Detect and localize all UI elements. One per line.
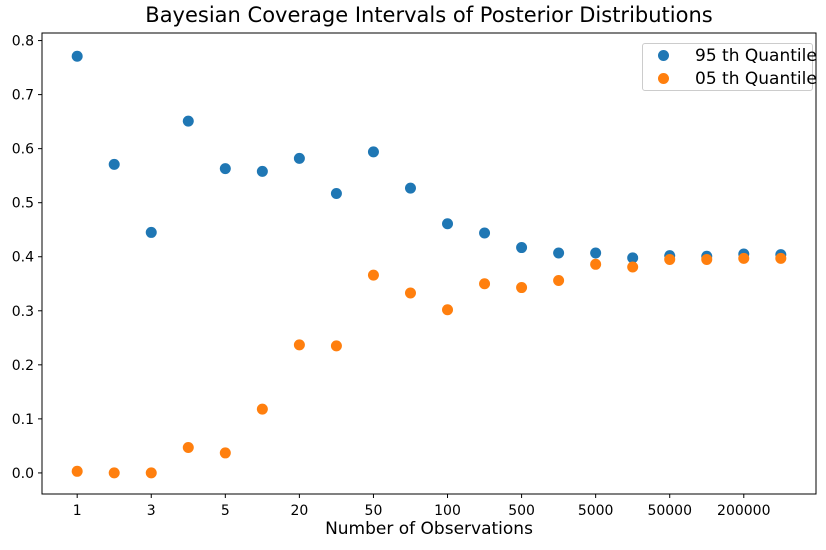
data-point-05th bbox=[516, 282, 528, 294]
y-tick-label: 0.3 bbox=[12, 304, 34, 320]
y-tick-label: 0.1 bbox=[12, 412, 34, 428]
legend-label-95th: 95 th Quantile bbox=[695, 45, 817, 66]
x-tick-label: 5 bbox=[221, 503, 230, 519]
data-point-05th bbox=[367, 269, 379, 281]
data-point-05th bbox=[71, 465, 83, 477]
y-tick-label: 0.6 bbox=[12, 142, 34, 158]
chart-title: Bayesian Coverage Intervals of Posterior… bbox=[145, 3, 713, 27]
x-tick-label: 3 bbox=[147, 503, 156, 519]
data-point-95th bbox=[404, 182, 416, 194]
data-point-95th bbox=[479, 227, 491, 239]
y-tick-label: 0.7 bbox=[12, 88, 34, 104]
data-point-05th bbox=[627, 261, 639, 273]
data-point-05th bbox=[256, 403, 268, 415]
x-tick-label: 500 bbox=[508, 503, 535, 519]
data-point-05th bbox=[293, 339, 305, 351]
legend-item-05th-quantile: 05 th Quantile bbox=[643, 68, 817, 90]
plot-frame bbox=[41, 32, 817, 495]
data-point-05th bbox=[664, 253, 676, 265]
x-tick-label: 5000 bbox=[578, 503, 614, 519]
legend-item-95th-quantile: 95 th Quantile bbox=[643, 45, 817, 67]
data-point-05th bbox=[108, 467, 120, 479]
data-point-05th bbox=[479, 278, 491, 290]
data-point-95th bbox=[442, 218, 454, 230]
data-point-95th bbox=[256, 165, 268, 177]
data-point-95th bbox=[553, 247, 565, 259]
x-tick-label: 1 bbox=[73, 503, 82, 519]
data-point-05th bbox=[330, 340, 342, 352]
y-tick-label: 0.4 bbox=[12, 250, 34, 266]
data-point-05th bbox=[442, 304, 454, 316]
data-point-95th bbox=[71, 50, 83, 62]
x-tick-label: 100 bbox=[434, 503, 461, 519]
legend-label-05th: 05 th Quantile bbox=[695, 68, 817, 89]
data-point-05th bbox=[590, 258, 602, 270]
y-tick-label: 0.8 bbox=[12, 34, 34, 50]
legend: 95 th Quantile 05 th Quantile bbox=[642, 43, 817, 91]
data-point-95th bbox=[145, 226, 157, 238]
x-axis-label: Number of Observations bbox=[325, 519, 533, 539]
data-point-95th bbox=[330, 188, 342, 200]
data-point-95th bbox=[219, 163, 231, 175]
data-point-95th bbox=[627, 252, 639, 264]
data-point-95th bbox=[516, 242, 528, 254]
data-point-05th bbox=[219, 447, 231, 459]
legend-marker-95th-icon bbox=[658, 50, 669, 61]
y-tick-label: 0.2 bbox=[12, 358, 34, 374]
legend-marker-05th-icon bbox=[658, 73, 669, 84]
x-tick-label: 50 bbox=[365, 503, 383, 519]
data-point-95th bbox=[367, 146, 379, 158]
data-point-05th bbox=[775, 252, 787, 264]
data-point-95th bbox=[293, 152, 305, 164]
x-tick-label: 50000 bbox=[647, 503, 692, 519]
y-tick-label: 0.5 bbox=[12, 196, 34, 212]
data-point-05th bbox=[404, 287, 416, 299]
data-point-95th bbox=[108, 158, 120, 170]
data-point-05th bbox=[701, 253, 713, 265]
data-point-05th bbox=[145, 467, 157, 479]
data-point-05th bbox=[738, 252, 750, 264]
y-tick-label: 0.0 bbox=[12, 466, 34, 482]
data-point-95th bbox=[590, 247, 602, 259]
x-tick-label: 200000 bbox=[717, 503, 770, 519]
x-tick-label: 20 bbox=[290, 503, 308, 519]
data-point-05th bbox=[182, 442, 194, 454]
data-point-95th bbox=[182, 115, 194, 127]
data-point-05th bbox=[553, 275, 565, 287]
